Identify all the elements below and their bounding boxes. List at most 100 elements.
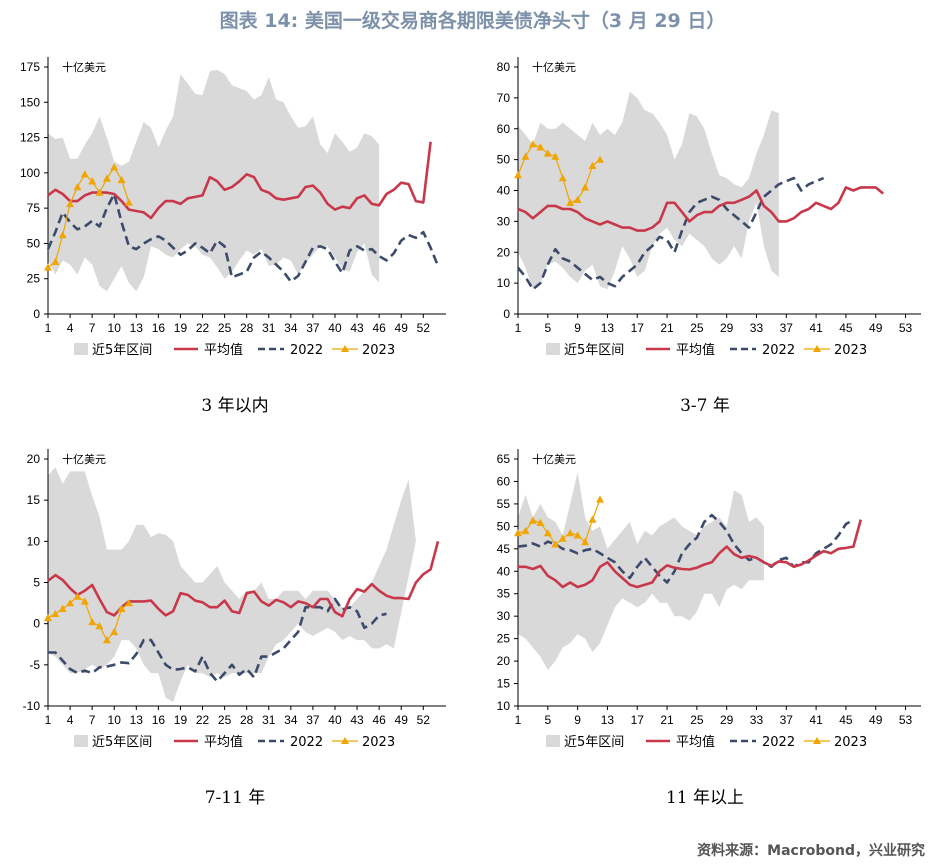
x-tick-label: 7 [89, 321, 96, 335]
y-tick-label: 30 [497, 214, 511, 228]
chart-caption: 11 年以上 [666, 788, 744, 808]
y-tick-label: 10 [27, 534, 41, 548]
y-tick-label: 0 [33, 617, 40, 631]
y-tick-label: 70 [497, 91, 511, 105]
legend-2022-label: 2022 [762, 735, 795, 750]
x-tick-label: 1 [515, 713, 522, 727]
series-2023-marker [528, 516, 537, 524]
unit-label: 十亿美元 [532, 60, 576, 74]
x-tick-label: 16 [152, 321, 166, 335]
series-2023-marker [51, 257, 60, 265]
series-average-line [518, 519, 863, 589]
legend-2022-label: 2022 [290, 735, 323, 750]
legend-band-label: 近5年区间 [564, 735, 624, 750]
x-tick-label: 41 [809, 321, 823, 335]
series-2023-marker [124, 599, 133, 607]
series-2023-marker [88, 177, 97, 185]
y-tick-label: 80 [497, 60, 511, 74]
y-tick-label: 0 [503, 307, 510, 321]
series-2022-line [46, 192, 440, 283]
series-2023-marker [102, 636, 111, 644]
legend-2023-label: 2023 [834, 735, 867, 750]
series-2023-marker [58, 231, 67, 239]
y-tick-label: 175 [20, 60, 40, 74]
y-tick-label: 25 [497, 632, 511, 646]
x-tick-label: 52 [417, 321, 431, 335]
x-tick-label: 41 [809, 713, 823, 727]
series-2023-marker [95, 622, 104, 630]
series-2023-marker [566, 529, 575, 537]
x-tick-label: 46 [372, 321, 386, 335]
chart-panel-1: 0 25 50 75 100 125 150 175 1 4 7 10 13 16 19 22 25 28 31 34… [20, 57, 446, 416]
x-tick-label: 28 [240, 713, 254, 727]
y-tick-label: 25 [27, 272, 41, 286]
series-2022-line [48, 597, 387, 683]
series-2023-marker [117, 175, 126, 184]
chart-panel-2: 0 10 20 30 40 50 60 70 80 1 5 9 13 17 21 25 29 33 37 41 45 49… [497, 57, 921, 416]
x-tick-label: 25 [218, 713, 232, 727]
legend-2023-label: 2023 [362, 343, 395, 358]
x-tick-label: 1 [45, 321, 52, 335]
x-tick-label: 49 [395, 713, 409, 727]
chart-caption: 7-11 年 [205, 788, 266, 808]
legend-band-label: 近5年区间 [92, 735, 152, 750]
legend-average-label: 平均值 [676, 734, 715, 750]
series-2023-marker [551, 540, 560, 548]
series-2023-marker [44, 263, 52, 271]
x-tick-label: 33 [750, 321, 764, 335]
series-2023-marker [514, 529, 522, 537]
x-tick-label: 28 [240, 321, 254, 335]
legend-2023-marker [813, 345, 821, 352]
series-2023-marker [573, 531, 582, 539]
x-tick-label: 1 [515, 321, 522, 335]
series-2022-line [516, 176, 825, 291]
x-tick-label: 5 [544, 321, 551, 335]
series-2023-marker [588, 515, 597, 523]
x-tick-label: 49 [395, 321, 409, 335]
series-2023-marker [581, 538, 590, 546]
x-tick-label: 5 [544, 713, 551, 727]
x-tick-label: 45 [839, 713, 853, 727]
series-2023-marker [117, 604, 126, 612]
range-band [518, 91, 779, 290]
legend-band-label: 近5年区间 [92, 343, 152, 358]
series-2023-marker [551, 152, 560, 160]
x-tick-label: 46 [372, 713, 386, 727]
series-2023-marker [66, 199, 75, 208]
series-2023-marker [596, 155, 604, 163]
x-tick-label: 17 [631, 713, 645, 727]
x-tick-label: 25 [218, 321, 232, 335]
x-tick-label: 7 [89, 713, 96, 727]
x-tick-label: 21 [660, 713, 674, 727]
legend-2023-marker [341, 737, 349, 744]
x-tick-label: 49 [869, 321, 883, 335]
series-2023-marker [558, 534, 567, 542]
x-tick-label: 19 [174, 713, 188, 727]
legend-band-swatch [74, 343, 88, 355]
x-tick-label: 16 [152, 713, 166, 727]
series-average-line [47, 141, 432, 220]
series-2023-marker [44, 613, 52, 622]
series-2023-marker [596, 495, 604, 503]
x-tick-label: 17 [631, 321, 645, 335]
x-tick-label: 4 [67, 321, 74, 335]
x-tick-label: 10 [108, 321, 122, 335]
y-tick-label: 15 [497, 677, 511, 691]
x-tick-label: 4 [67, 713, 74, 727]
series-2023-marker [514, 171, 522, 179]
chart-caption: 3-7 年 [680, 396, 730, 416]
y-tick-label: 125 [20, 131, 40, 145]
x-tick-label: 22 [196, 321, 210, 335]
x-tick-label: 19 [174, 321, 188, 335]
x-tick-label: 43 [350, 321, 364, 335]
x-tick-label: 13 [601, 321, 615, 335]
range-band [48, 467, 416, 702]
legend-average-label: 平均值 [204, 734, 243, 750]
series-2023-marker [110, 163, 119, 171]
y-tick-label: 100 [20, 166, 40, 180]
y-tick-label: 40 [497, 184, 511, 198]
legend-2023-marker [341, 345, 349, 352]
y-tick-label: 5 [33, 576, 40, 590]
